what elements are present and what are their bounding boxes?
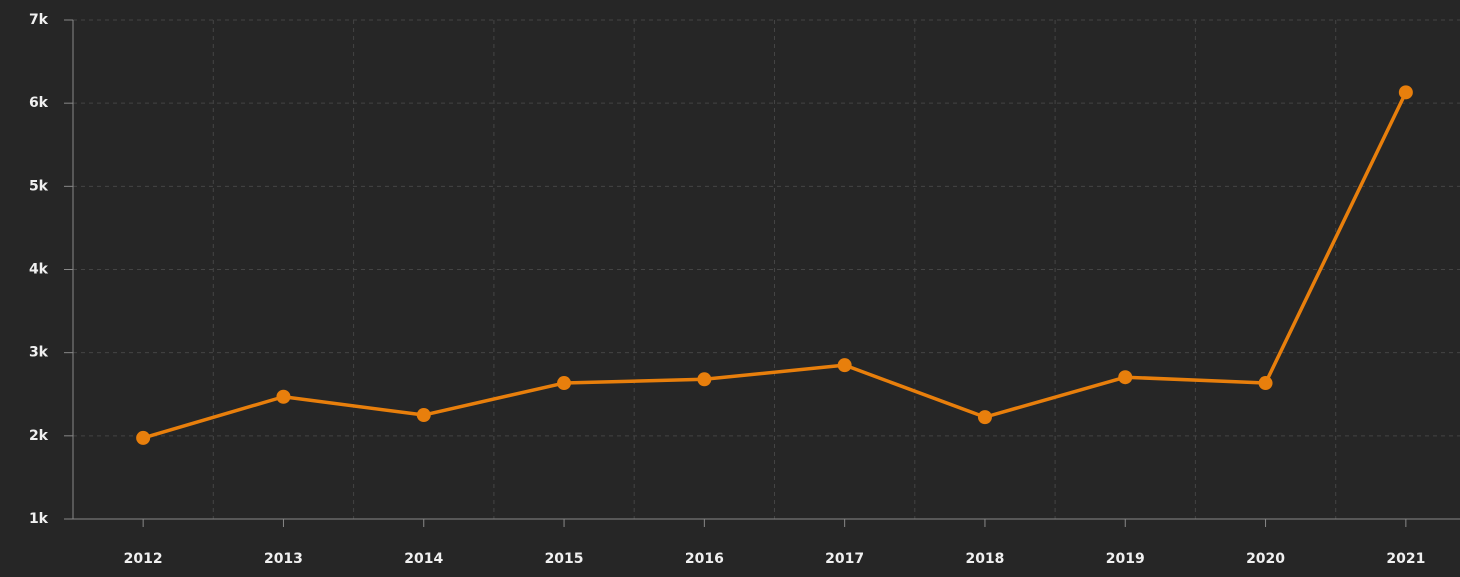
x-tick-label: 2021 [1386, 551, 1425, 567]
point [1398, 85, 1413, 100]
y-tick-label: 7k [29, 12, 49, 28]
point [557, 376, 572, 391]
x-tick-label: 2012 [124, 551, 163, 567]
x-tick-label: 2019 [1106, 551, 1145, 567]
x-tick-label: 2018 [965, 551, 1004, 567]
point [1258, 376, 1273, 391]
point [416, 408, 431, 423]
point [276, 389, 291, 404]
y-tick-label: 6k [29, 95, 49, 111]
x-tick-label: 2014 [404, 551, 443, 567]
y-tick-label: 1k [29, 511, 49, 527]
x-tick-label: 2017 [825, 551, 864, 567]
y-tick-label: 5k [29, 178, 49, 194]
point [977, 410, 992, 425]
y-tick-label: 2k [29, 428, 49, 444]
y-tick-label: 3k [29, 345, 49, 361]
point [697, 372, 712, 387]
x-tick-label: 2015 [545, 551, 584, 567]
point [136, 430, 151, 445]
point [1118, 370, 1133, 385]
point [837, 358, 852, 373]
line [142, 91, 1408, 440]
x-tick-label: 2020 [1246, 551, 1285, 567]
x-tick-label: 2013 [264, 551, 303, 567]
x-tick-label: 2016 [685, 551, 724, 567]
y-tick-label: 4k [29, 262, 49, 278]
